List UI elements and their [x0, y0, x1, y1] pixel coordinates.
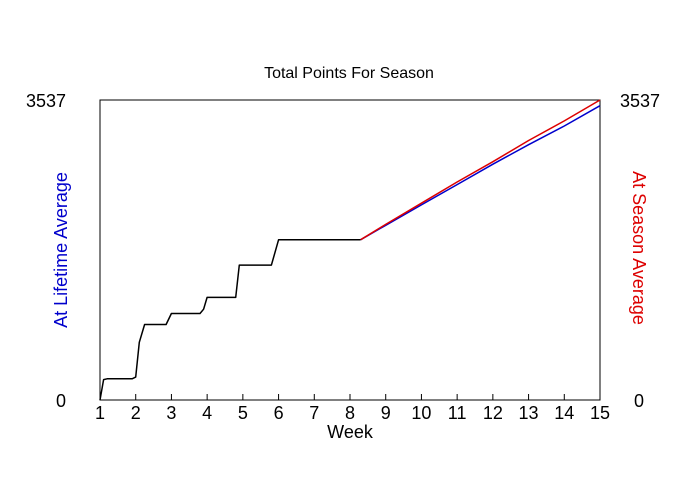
x-tick-label: 3: [166, 403, 176, 423]
x-tick-label: 2: [131, 403, 141, 423]
x-tick-label: 12: [483, 403, 503, 423]
series-line-2: [360, 99, 601, 241]
y-tick-left-max: 3537: [26, 91, 66, 111]
x-tick-label: 9: [381, 403, 391, 423]
series-line-1: [360, 105, 601, 241]
y-tick-left-min: 0: [56, 391, 66, 411]
y-axis-label-right: At Season Average: [629, 171, 649, 325]
plot-area: [99, 99, 601, 401]
x-tick-label: 4: [202, 403, 212, 423]
x-tick-label: 1: [95, 403, 105, 423]
x-tick-label: 8: [345, 403, 355, 423]
x-tick-label: 11: [448, 403, 467, 423]
y-tick-right-min: 0: [634, 391, 644, 411]
chart-title: Total Points For Season: [264, 65, 434, 82]
y-axis-label-left: At Lifetime Average: [51, 172, 71, 328]
series-layer: [99, 99, 601, 401]
y-tick-right-max: 3537: [620, 91, 660, 111]
x-tick-label: 15: [590, 403, 610, 423]
x-axis-label: Week: [327, 422, 374, 442]
x-tick-label: 10: [411, 403, 431, 423]
x-tick-label: 6: [274, 403, 284, 423]
x-tick-label: 13: [519, 403, 539, 423]
x-tick-label: 14: [554, 403, 574, 423]
x-ticks: 1 2 3 4 5 6 7 8 9 10 11 12 13 14 15: [95, 394, 610, 423]
series-line-0: [99, 238, 361, 401]
x-tick-label: 5: [238, 403, 248, 423]
x-tick-label: 7: [309, 403, 319, 423]
